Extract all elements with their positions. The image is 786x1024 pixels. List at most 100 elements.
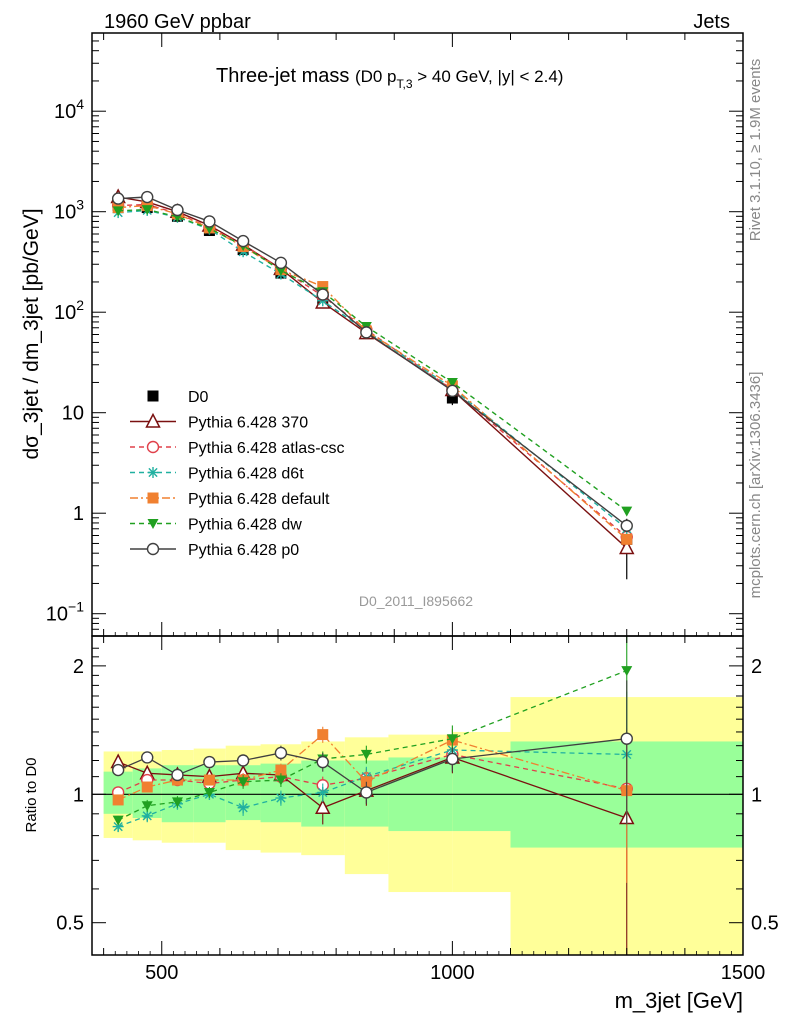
ratio-tick-label-left: 0.5 <box>56 913 84 935</box>
ratio-point <box>111 763 125 777</box>
ratio-point <box>141 801 153 812</box>
data-point <box>619 539 635 555</box>
legend-marker <box>146 440 160 454</box>
x-tick-label: 1500 <box>721 962 766 984</box>
ratio-series <box>110 636 635 955</box>
ratio-point <box>620 732 633 745</box>
data-point <box>621 533 633 545</box>
legend-item: Pythia 6.428 p0 <box>130 542 299 559</box>
chart-title: Three-jet mass (D0 pT,3 > 40 GeV, |y| < … <box>216 65 563 91</box>
legend-label: Pythia 6.428 d6t <box>188 466 304 483</box>
ratio-point <box>112 815 124 826</box>
header-right: Jets <box>693 11 730 33</box>
data-point <box>446 392 458 404</box>
data-point <box>446 384 459 398</box>
legend-label: Pythia 6.428 p0 <box>188 542 299 559</box>
ratio-point <box>237 802 249 814</box>
legend-item: Pythia 6.428 atlas-csc <box>130 440 345 457</box>
ratio-point <box>203 787 215 798</box>
y-tick-label: 103 <box>54 197 84 224</box>
ratio-tick-label-left: 2 <box>73 656 84 678</box>
ratio-point <box>141 751 154 764</box>
legend-marker <box>147 519 159 529</box>
legend-label: Pythia 6.428 370 <box>188 415 308 432</box>
ratio-point <box>360 749 372 760</box>
data-point <box>620 519 633 532</box>
ratio-point <box>141 810 153 822</box>
ratio-tick-label-right: 1 <box>751 784 762 806</box>
ratio-point <box>236 754 250 767</box>
ratio-line <box>117 733 627 801</box>
uncertainty-bands <box>103 697 743 955</box>
mcplots-label: mcplots.cern.ch [arXiv:1306.3436] <box>747 372 764 599</box>
data-point <box>236 234 250 248</box>
data-point <box>446 377 458 388</box>
ratio-point <box>237 777 249 788</box>
ratio-point <box>171 797 183 808</box>
x-tick-label: 1000 <box>430 962 475 984</box>
series-line <box>118 208 628 512</box>
y-tick-label: 102 <box>54 297 84 324</box>
data-point <box>275 265 287 276</box>
series-line <box>118 196 628 527</box>
ratio-point <box>203 774 215 786</box>
legend: D0 Pythia 6.428 370 Pythia 6.428 atlas-csc… <box>130 389 345 559</box>
main-series <box>110 188 635 580</box>
legend-label: Pythia 6.428 dw <box>188 517 302 534</box>
legend-label: D0 <box>188 389 209 406</box>
axis-ticks <box>92 32 744 955</box>
y-axis-label: dσ_3jet / dm_3jet [pb/GeV] <box>20 208 43 459</box>
ratio-tick-label-right: 0.5 <box>751 913 779 935</box>
ratio-point <box>274 746 288 760</box>
y-tick-label: 10 <box>62 403 84 425</box>
series-line <box>118 204 628 540</box>
series-line <box>118 209 628 530</box>
ratio-point <box>621 666 633 677</box>
legend-marker <box>147 492 159 504</box>
data-point <box>111 192 125 205</box>
data-point <box>141 190 154 204</box>
ratio-point <box>446 752 459 766</box>
ratio-point <box>317 786 329 798</box>
header-left: 1960 GeV ppbar <box>104 11 251 33</box>
ratio-point <box>141 781 153 793</box>
ratio-point <box>360 786 373 799</box>
ratio-tick-label-right: 2 <box>751 656 762 678</box>
ratio-tick-label-left: 1 <box>73 784 84 806</box>
data-point <box>203 215 216 228</box>
ratio-line <box>117 669 627 821</box>
data-point <box>171 203 184 217</box>
legend-label: Pythia 6.428 default <box>188 491 330 508</box>
tick-labels: 500 1000 1500 10−1 1 10 102 103 104 0.5 0.5 1 1 2 2 <box>46 96 779 984</box>
ratio-line <box>117 753 627 794</box>
legend-item: D0 <box>147 389 209 406</box>
legend-marker <box>147 467 159 478</box>
legend-item: Pythia 6.428 d6t <box>130 466 304 483</box>
legend-item: Pythia 6.428 370 <box>130 412 308 432</box>
legend-item: Pythia 6.428 dw <box>130 517 302 534</box>
ratio-point <box>275 792 287 804</box>
analysis-watermark: D0_2011_I895662 <box>359 593 473 609</box>
ratio-line <box>117 749 627 828</box>
ratio-point <box>203 755 216 769</box>
y-tick-label: 104 <box>54 96 84 123</box>
data-point <box>316 288 329 301</box>
legend-marker <box>147 390 159 402</box>
data-point <box>317 281 329 293</box>
data-point <box>274 256 288 270</box>
x-tick-label: 500 <box>145 962 178 984</box>
ratio-series-6 <box>111 680 633 825</box>
legend-label: Pythia 6.428 atlas-csc <box>188 440 345 457</box>
legend-marker <box>145 412 161 428</box>
ratio-point <box>275 775 287 786</box>
ratio-axis-label: Ratio to D0 <box>23 757 40 832</box>
data-point <box>360 326 373 339</box>
ratio-point <box>315 799 331 814</box>
legend-marker <box>146 542 160 556</box>
ratio-point <box>275 764 287 776</box>
ratio-point <box>112 821 124 833</box>
data-point <box>621 506 633 517</box>
y-tick-label: 10−1 <box>46 599 84 626</box>
data-point <box>141 205 153 216</box>
